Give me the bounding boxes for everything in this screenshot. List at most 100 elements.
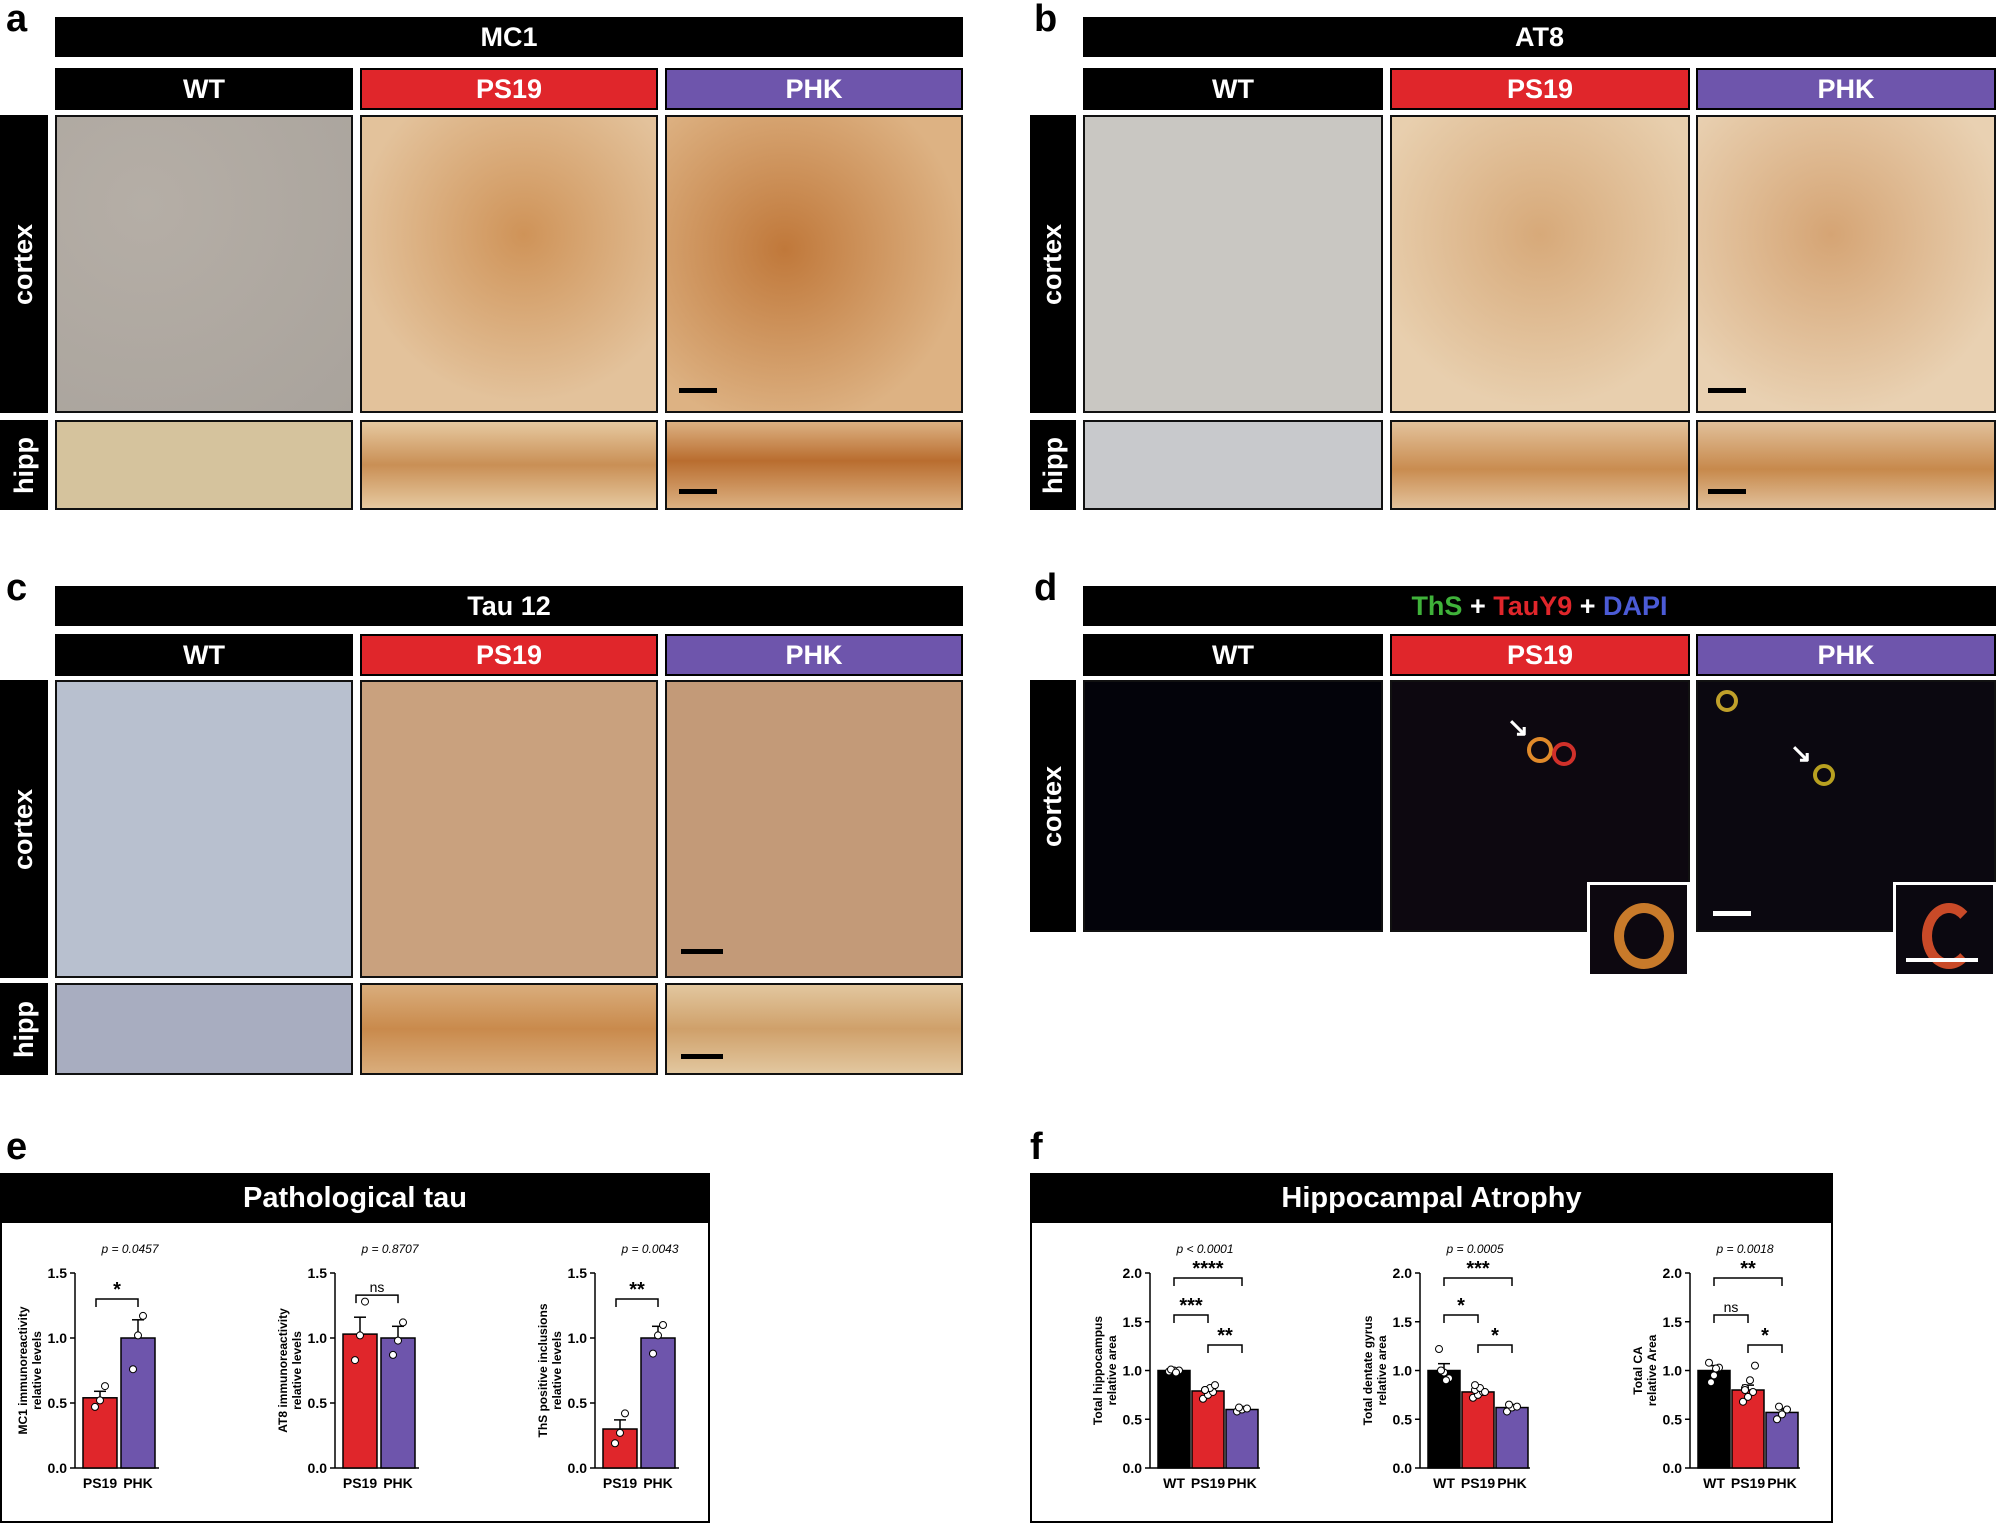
panel-a-row-cortex: cortex bbox=[0, 115, 48, 413]
significance-label: * bbox=[1491, 1325, 1499, 1347]
data-point bbox=[1744, 1392, 1752, 1401]
y-tick-label: 1.5 bbox=[308, 1265, 328, 1281]
data-point bbox=[1778, 1410, 1786, 1419]
data-point bbox=[356, 1331, 364, 1340]
micrograph-mc1-ps19-cortex bbox=[360, 115, 658, 413]
panel-label-b: b bbox=[1034, 0, 1058, 40]
row-label-text: cortex bbox=[1037, 765, 1068, 847]
chart-2: p = 0.0043 0.0 0.5 1.0 1.5 ThS positive inclu… bbox=[536, 1242, 679, 1491]
data-point bbox=[1741, 1386, 1749, 1394]
bar-wt bbox=[1427, 1369, 1461, 1469]
data-point bbox=[1481, 1387, 1489, 1396]
panel-d-title-part-0: ThS bbox=[1411, 590, 1463, 621]
micrograph-mc1-wt-cortex bbox=[55, 115, 353, 413]
y-tick-label: 1.5 bbox=[568, 1265, 588, 1281]
panel-d-title-part-4: DAPI bbox=[1603, 590, 1668, 621]
data-point bbox=[1746, 1376, 1754, 1385]
panel-d-header-wt: WT bbox=[1083, 634, 1383, 676]
significance-label: * bbox=[1457, 1295, 1465, 1317]
panel-label-a: a bbox=[6, 0, 28, 40]
significance-bracket bbox=[1747, 1344, 1783, 1353]
bar-ps19 bbox=[1191, 1390, 1225, 1469]
data-point bbox=[1505, 1400, 1513, 1409]
tangle-cell bbox=[1922, 903, 1976, 969]
data-point bbox=[361, 1297, 369, 1306]
p-value-label: p = 0.0043 bbox=[620, 1242, 678, 1256]
chart-3: p < 0.0001 0.0 0.5 1.0 1.5 2.0 Total hippocamp… bbox=[1091, 1242, 1260, 1491]
panel-label-c: c bbox=[6, 567, 28, 609]
micrograph-at8-phk-hipp bbox=[1696, 420, 1996, 510]
y-tick-label: 0.0 bbox=[48, 1460, 68, 1476]
y-axis-label: Total dentate gyrusrelative area bbox=[1361, 1315, 1389, 1425]
data-point bbox=[1712, 1364, 1720, 1373]
row-label-text: hipp bbox=[8, 1000, 39, 1058]
panel-d-header-phk: PHK bbox=[1696, 634, 1996, 676]
row-label-text: cortex bbox=[8, 788, 39, 870]
p-value-label: p = 0.0457 bbox=[100, 1242, 159, 1256]
x-tick-label: PHK bbox=[643, 1475, 673, 1491]
data-point bbox=[1435, 1345, 1443, 1354]
panel-b-header-phk: PHK bbox=[1696, 68, 1996, 110]
significance-bracket bbox=[1443, 1314, 1479, 1323]
significance-label: ** bbox=[629, 1279, 645, 1301]
y-axis-label: AT8 immunoreactivityrelative levels bbox=[276, 1308, 304, 1433]
chart-1: p = 0.8707 0.0 0.5 1.0 1.5 AT8 immunoreactivi… bbox=[276, 1242, 420, 1491]
chart-5: p = 0.0018 0.0 0.5 1.0 1.5 2.0 Total CArelativ… bbox=[1631, 1242, 1800, 1491]
data-point bbox=[129, 1365, 137, 1374]
y-tick-label: 0.0 bbox=[1123, 1460, 1143, 1476]
significance-label: ns bbox=[1724, 1299, 1739, 1315]
significance-label: **** bbox=[1192, 1258, 1223, 1280]
panel-c-header-phk: PHK bbox=[665, 634, 963, 676]
panel-f-title: Hippocampal Atrophy bbox=[1030, 1173, 1833, 1223]
y-tick-label: 2.0 bbox=[1393, 1265, 1413, 1281]
significance-label: * bbox=[1761, 1325, 1769, 1347]
panel-b-row-cortex: cortex bbox=[1030, 115, 1076, 413]
panel-b-title: AT8 bbox=[1083, 17, 1996, 57]
data-point bbox=[351, 1356, 359, 1365]
significance-bracket bbox=[1713, 1314, 1749, 1323]
inset-phk bbox=[1893, 882, 1996, 977]
data-point bbox=[1783, 1405, 1791, 1414]
y-tick-label: 1.5 bbox=[1393, 1314, 1413, 1330]
panel-f-charts: p < 0.0001 0.0 0.5 1.0 1.5 2.0 Total hippocamp… bbox=[1091, 1242, 1800, 1491]
panel-c-row-hipp: hipp bbox=[0, 983, 48, 1075]
micrograph-tau12-phk-hipp bbox=[665, 983, 963, 1075]
panel-c-header-wt: WT bbox=[55, 634, 353, 676]
data-point bbox=[1773, 1415, 1781, 1424]
significance-bracket bbox=[1207, 1344, 1243, 1353]
panel-b-row-hipp: hipp bbox=[1030, 420, 1076, 510]
significance-bracket bbox=[1173, 1277, 1243, 1286]
micrograph-fluor-wt-cortex bbox=[1083, 680, 1383, 932]
panel-d-title-part-3: + bbox=[1572, 590, 1604, 621]
x-tick-label: PS19 bbox=[1191, 1475, 1225, 1491]
significance-bracket bbox=[1477, 1344, 1513, 1353]
data-point bbox=[1211, 1381, 1219, 1390]
data-point bbox=[659, 1321, 667, 1329]
data-point bbox=[1243, 1404, 1251, 1413]
y-tick-label: 0.0 bbox=[568, 1460, 588, 1476]
x-tick-label: WT bbox=[1703, 1475, 1725, 1491]
data-point bbox=[1739, 1397, 1747, 1406]
data-point bbox=[399, 1318, 407, 1327]
panel-e-title: Pathological tau bbox=[0, 1173, 710, 1223]
y-tick-label: 0.5 bbox=[308, 1395, 328, 1411]
bar-phk bbox=[1495, 1406, 1529, 1469]
bar-wt bbox=[1697, 1369, 1731, 1469]
y-tick-label: 1.0 bbox=[48, 1330, 68, 1346]
significance-label: *** bbox=[1466, 1258, 1490, 1280]
data-point bbox=[1442, 1376, 1450, 1385]
x-tick-label: PHK bbox=[383, 1475, 413, 1491]
panel-d-title-part-1: + bbox=[1462, 590, 1494, 621]
significance-bracket bbox=[615, 1298, 659, 1307]
y-tick-label: 1.0 bbox=[1663, 1363, 1683, 1379]
data-point bbox=[1172, 1368, 1180, 1377]
y-tick-label: 0.5 bbox=[1123, 1411, 1143, 1427]
y-axis-label: ThS positive inclusionsrelative levels bbox=[536, 1303, 564, 1437]
panel-e-charts: p = 0.0457 0.0 0.5 1.0 1.5 MC1 immunoreactivi… bbox=[16, 1242, 679, 1491]
significance-bracket bbox=[1173, 1314, 1209, 1323]
x-tick-label: PS19 bbox=[83, 1475, 117, 1491]
micrograph-mc1-phk-hipp bbox=[665, 420, 963, 510]
tangle-cell bbox=[1813, 764, 1835, 786]
bar-phk bbox=[1765, 1411, 1799, 1469]
p-value-label: p < 0.0001 bbox=[1175, 1242, 1233, 1256]
